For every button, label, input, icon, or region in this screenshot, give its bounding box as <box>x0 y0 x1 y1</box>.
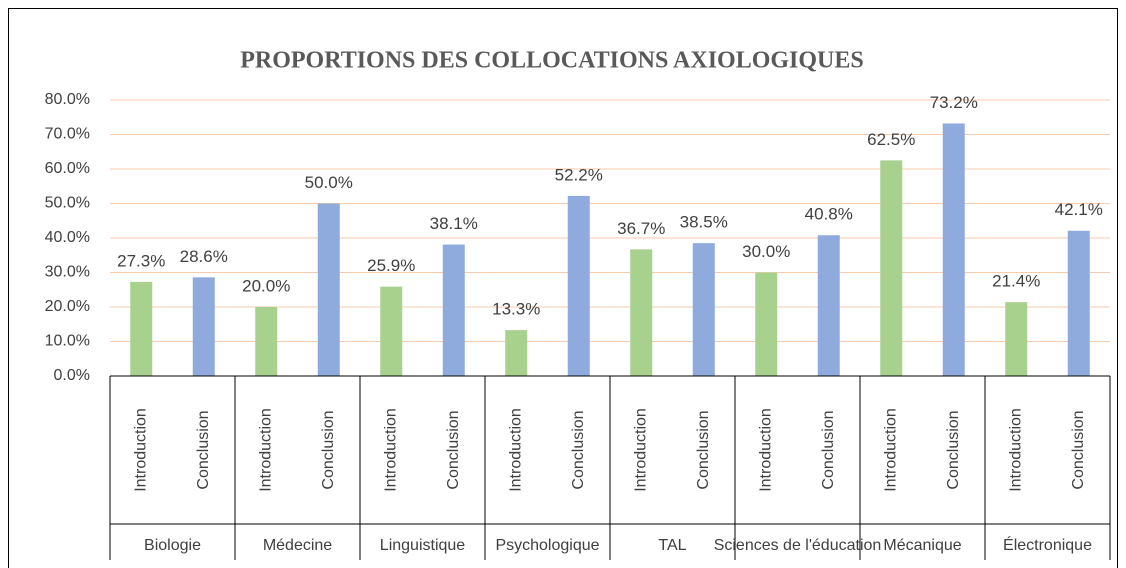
bar <box>817 235 840 376</box>
bar <box>567 195 590 376</box>
data-label: 38.5% <box>680 213 728 232</box>
data-label: 13.3% <box>492 300 540 319</box>
x-tick-label: Introduction <box>507 408 524 492</box>
bar <box>255 307 278 376</box>
y-tick-label: 20.0% <box>45 298 90 315</box>
bar <box>505 330 528 376</box>
group-label: TAL <box>658 537 686 554</box>
x-tick-label: Conclusion <box>445 410 462 489</box>
y-tick-label: 30.0% <box>45 264 90 281</box>
bar <box>1005 302 1028 376</box>
data-label: 20.0% <box>242 276 290 295</box>
group-label: Linguistique <box>380 537 466 554</box>
x-tick-label: Conclusion <box>320 410 337 489</box>
y-tick-label: 10.0% <box>45 333 90 350</box>
y-tick-label: 40.0% <box>45 229 90 246</box>
data-label: 52.2% <box>555 165 603 184</box>
x-tick-label: Introduction <box>757 408 774 492</box>
data-label: 36.7% <box>617 219 665 238</box>
chart-title: PROPORTIONS DES COLLOCATIONS AXIOLOGIQUE… <box>240 48 864 74</box>
data-label: 62.5% <box>867 130 915 149</box>
x-tick-label: Introduction <box>382 408 399 492</box>
bar <box>692 243 715 376</box>
group-label: Psychologique <box>495 537 599 554</box>
data-label: 38.1% <box>430 214 478 233</box>
x-tick-label: Conclusion <box>1070 410 1087 489</box>
bar <box>380 286 403 376</box>
data-label: 42.1% <box>1055 200 1103 219</box>
bar <box>630 249 653 376</box>
data-label: 40.8% <box>805 205 853 224</box>
y-tick-label: 80.0% <box>45 91 90 108</box>
data-label: 73.2% <box>930 93 978 112</box>
data-label: 25.9% <box>367 256 415 275</box>
x-tick-label: Conclusion <box>945 410 962 489</box>
bar <box>317 203 340 376</box>
data-label: 21.4% <box>992 272 1040 291</box>
x-tick-label: Introduction <box>1007 408 1024 492</box>
x-tick-label: Introduction <box>132 408 149 492</box>
bar <box>192 277 215 376</box>
x-tick-label: Conclusion <box>195 410 212 489</box>
data-label: 27.3% <box>117 251 165 270</box>
group-label: Mécanique <box>883 537 961 554</box>
group-label: Électronique <box>1003 535 1092 554</box>
group-label: Biologie <box>144 537 201 554</box>
x-tick-label: Conclusion <box>570 410 587 489</box>
data-label: 50.0% <box>305 173 353 192</box>
x-tick-label: Conclusion <box>820 410 837 489</box>
y-tick-label: 50.0% <box>45 195 90 212</box>
bar <box>755 272 778 376</box>
x-tick-label: Introduction <box>882 408 899 492</box>
x-tick-label: Introduction <box>257 408 274 492</box>
bar <box>942 123 965 377</box>
x-tick-label: Introduction <box>632 408 649 492</box>
data-label: 28.6% <box>180 247 228 266</box>
y-tick-label: 70.0% <box>45 126 90 143</box>
bar <box>880 160 903 376</box>
x-tick-label: Conclusion <box>695 410 712 489</box>
data-label: 30.0% <box>742 242 790 261</box>
bar <box>130 281 153 376</box>
bar <box>1067 230 1090 376</box>
group-label: Sciences de l'éducation <box>714 537 882 554</box>
y-tick-label: 0.0% <box>54 367 90 384</box>
y-tick-label: 60.0% <box>45 160 90 177</box>
group-label: Médecine <box>263 537 332 554</box>
bar <box>442 244 465 376</box>
